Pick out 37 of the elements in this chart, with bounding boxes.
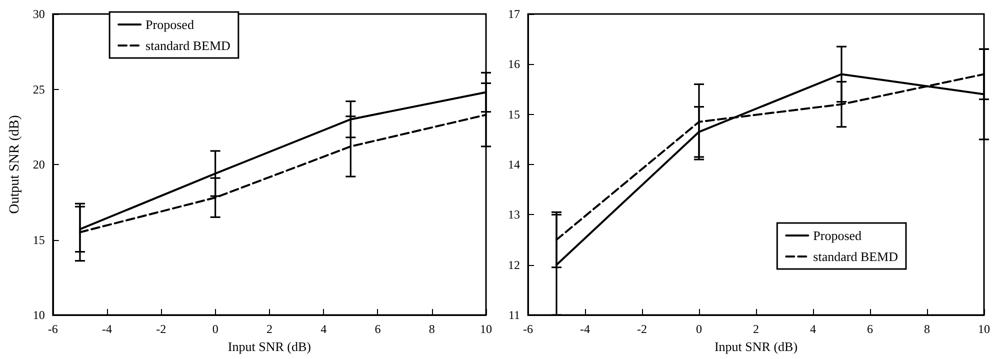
y-tick-label: 12	[508, 258, 520, 272]
x-tick-label: 8	[924, 322, 930, 336]
legend-label: Proposed	[146, 17, 194, 32]
y-tick-label: 16	[508, 57, 520, 72]
y-tick-label: 25	[32, 82, 45, 96]
x-tick-label: 4	[320, 322, 327, 336]
x-tick-label: 0	[696, 322, 702, 336]
y-tick-label: 15	[32, 232, 45, 247]
x-tick-label: 4	[810, 322, 816, 336]
x-tick-label: 2	[753, 322, 759, 336]
x-tick-label: 8	[428, 322, 435, 336]
y-tick-label: 15	[508, 107, 520, 122]
x-tick-label: 10	[978, 322, 990, 336]
x-tick-label: 10	[480, 322, 492, 336]
y-tick-label: 13	[508, 208, 520, 222]
y-tick-label: 20	[32, 158, 45, 172]
legend-label: standard BEMD	[813, 249, 898, 264]
x-tick-label: 6	[374, 322, 381, 336]
x-axis-title: Input SNR (dB)	[714, 338, 798, 354]
x-axis-title: Input SNR (dB)	[228, 338, 311, 354]
x-tick-label: -2	[637, 322, 647, 336]
y-tick-label: 17	[508, 7, 520, 21]
x-tick-label: -2	[156, 322, 166, 336]
x-tick-label: -6	[48, 322, 58, 336]
x-tick-label: 2	[266, 322, 272, 336]
legend-label: Proposed	[813, 228, 862, 243]
x-tick-label: -6	[523, 322, 533, 336]
x-tick-label: -4	[580, 322, 590, 336]
y-tick-label: 30	[32, 7, 45, 21]
legend-label: standard BEMD	[146, 38, 230, 53]
x-tick-label: 6	[867, 322, 873, 336]
x-tick-label: -4	[102, 322, 112, 336]
y-tick-label: 14	[508, 158, 520, 172]
x-tick-label: 0	[212, 322, 218, 336]
y-axis-title: Output SNR (dB)	[8, 114, 22, 214]
y-tick-label: 11	[508, 308, 520, 322]
y-tick-label: 10	[32, 308, 45, 322]
